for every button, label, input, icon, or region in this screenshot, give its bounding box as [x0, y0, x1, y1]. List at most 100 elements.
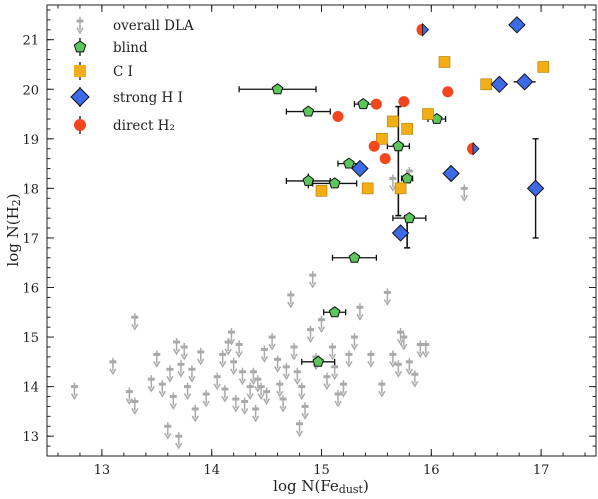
legend: overall DLA blind C I strong H I direct H₂ — [70, 17, 194, 134]
upper-limit-arrow — [411, 380, 419, 388]
strong-point — [442, 164, 460, 183]
direct-point — [332, 111, 344, 123]
upper-limit-arrow — [287, 301, 295, 309]
upper-limit-arrow — [367, 361, 375, 368]
upper-limit-arrow — [76, 27, 84, 35]
upper-limit-arrow — [197, 358, 205, 366]
upper-limit-arrow — [383, 299, 392, 306]
blind-point — [271, 83, 284, 95]
upper-limit-arrow — [251, 415, 260, 423]
upper-limit-arrow — [147, 385, 155, 393]
ci-point — [480, 78, 493, 91]
ci-point — [394, 182, 407, 195]
upper-limit-arrow — [238, 378, 247, 386]
y-tick-label: 13 — [22, 430, 39, 445]
ci-point — [422, 108, 434, 120]
legend-label-overall: overall DLA — [113, 18, 194, 34]
x-tick-label: 16 — [423, 463, 440, 478]
split-point-right — [422, 22, 430, 37]
upper-limit-arrow — [257, 393, 265, 401]
blind-point — [392, 140, 405, 152]
blind-point — [328, 306, 341, 318]
upper-limit-arrow — [422, 351, 430, 358]
upper-limit-arrow — [323, 383, 331, 391]
upper-limit-arrow — [177, 370, 185, 378]
upper-limit-arrow — [262, 398, 271, 406]
y-tick-label: 18 — [22, 182, 39, 197]
y-tick-label: 19 — [22, 133, 39, 148]
strong-point — [391, 224, 410, 242]
x-tick-label: 15 — [313, 463, 330, 478]
upper-limit-arrow — [227, 338, 236, 346]
upper-limit-arrow — [290, 353, 298, 361]
upper-limit-arrow — [70, 393, 79, 401]
upper-limit-arrow — [131, 408, 139, 415]
blind-point — [401, 172, 413, 184]
strong-point — [526, 179, 545, 198]
upper-limit-arrow — [293, 378, 301, 386]
y-tick-label: 17 — [22, 232, 39, 247]
upper-limit-arrow — [396, 338, 405, 346]
upper-limit-arrow — [306, 336, 315, 344]
blind-point — [357, 97, 370, 110]
axis-ticks: 13 14 15 16 17 13 14 15 16 17 18 19 20 21 — [22, 5, 596, 478]
ci-point — [387, 115, 399, 128]
legend-label-direct: direct H₂ — [113, 118, 175, 134]
upper-limit-arrow — [230, 368, 238, 376]
ci-point — [315, 185, 328, 197]
blind-point — [348, 251, 361, 263]
legend-direct-marker — [74, 119, 86, 131]
ci-point — [401, 123, 413, 135]
split-point-left — [467, 142, 474, 155]
upper-limit-arrow — [317, 326, 326, 334]
upper-limit-arrow — [235, 351, 243, 358]
blind-point — [328, 177, 341, 189]
blind-point — [343, 157, 355, 169]
upper-limit-arrow — [460, 194, 468, 202]
y-tick-label: 16 — [22, 281, 39, 296]
upper-limit-arrow — [246, 393, 254, 401]
upper-limit-arrow — [350, 343, 359, 351]
upper-limit-arrow — [202, 400, 210, 408]
direct-point — [379, 153, 391, 165]
legend-strong-marker — [70, 87, 90, 107]
split-point-left — [416, 23, 423, 36]
ci-point — [438, 56, 451, 68]
upper-limit-arrow — [331, 373, 339, 381]
upper-limit-arrow — [345, 361, 353, 368]
blind-point — [302, 105, 315, 117]
direct-point — [398, 96, 410, 108]
legend-ci-marker — [74, 65, 86, 77]
upper-limit-arrow — [282, 373, 291, 381]
legend-blind-marker — [73, 40, 87, 53]
upper-limit-arrow — [279, 405, 287, 413]
upper-limit-arrow — [221, 395, 229, 403]
upper-limit-arrow — [183, 393, 192, 401]
upper-limit-arrow — [188, 375, 196, 383]
upper-limit-arrow — [301, 413, 309, 420]
upper-limit-arrow — [191, 415, 199, 423]
upper-limit-arrow — [378, 390, 386, 398]
y-tick-label: 20 — [22, 83, 39, 98]
x-axis-label: log N(Fedust) — [273, 477, 369, 496]
upper-limit-arrow — [339, 390, 348, 398]
upper-limit-arrow — [309, 281, 317, 289]
upper-limit-arrow — [400, 343, 408, 351]
upper-limit-arrow — [175, 442, 183, 450]
upper-limit-arrow — [131, 323, 139, 331]
legend-label-ci: C I — [113, 64, 133, 80]
upper-limit-arrow — [158, 390, 166, 398]
upper-limit-arrow — [219, 361, 227, 368]
upper-limit-arrow — [260, 356, 269, 363]
upper-limit-arrow — [268, 343, 276, 351]
ci-point — [361, 182, 374, 195]
upper-limit-arrow — [166, 375, 174, 383]
x-tick-label: 14 — [203, 463, 220, 478]
upper-limit-arrow — [356, 313, 364, 321]
upper-limit-arrow — [153, 361, 161, 368]
upper-limit-arrow — [164, 432, 172, 440]
upper-limit-arrow — [273, 365, 282, 373]
upper-limit-arrow — [394, 370, 403, 378]
